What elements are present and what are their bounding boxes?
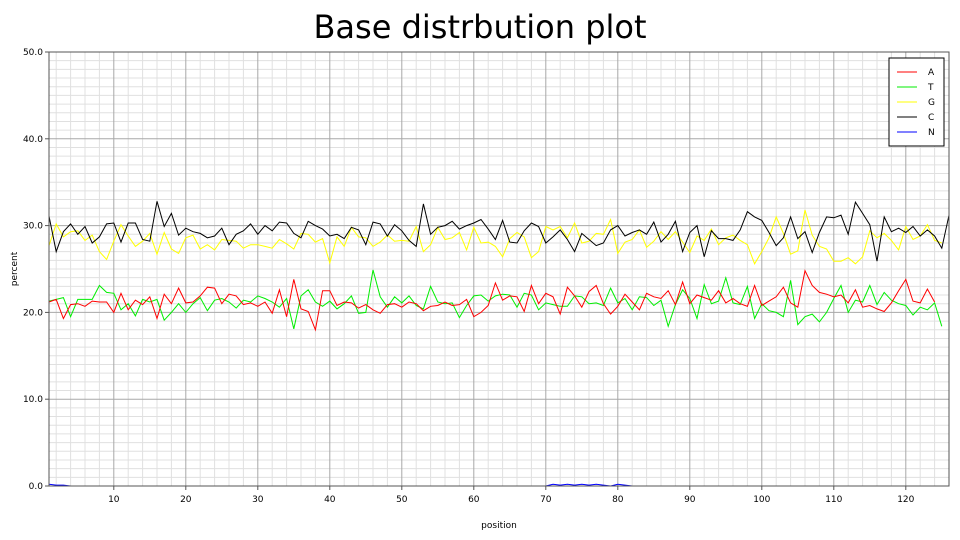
legend-label-G: G xyxy=(928,98,935,108)
series-lines xyxy=(48,200,950,487)
series-line-T xyxy=(48,269,943,330)
x-tick-label: 30 xyxy=(252,495,264,505)
series-line-C xyxy=(48,200,950,262)
legend-label-A: A xyxy=(928,68,935,78)
grid-lines xyxy=(49,51,950,487)
x-tick-label: 50 xyxy=(396,495,408,505)
y-tick-label: 20.0 xyxy=(23,308,43,318)
x-axis-label: position xyxy=(481,521,517,531)
series-line-A xyxy=(48,269,936,332)
legend-label-T: T xyxy=(927,83,934,93)
plot-frame xyxy=(48,51,950,487)
y-tick-label: 10.0 xyxy=(23,395,43,405)
y-tick-label: 0.0 xyxy=(29,482,44,492)
x-tick-label: 80 xyxy=(612,495,624,505)
series-line-G xyxy=(48,209,942,265)
x-tick-label: 100 xyxy=(753,495,770,505)
axis-ticks: 10 20 30 40 50 60 70 80 90 100 110 120 0.0 10.0 20.0 30… xyxy=(23,48,915,505)
x-tick-label: 10 xyxy=(108,495,120,505)
x-tick-label: 60 xyxy=(468,495,480,505)
y-tick-label: 50.0 xyxy=(23,48,43,58)
x-tick-label: 20 xyxy=(180,495,192,505)
chart-title: Base distrbution plot xyxy=(313,8,647,46)
x-tick-label: 110 xyxy=(825,495,842,505)
y-tick-label: 40.0 xyxy=(23,135,43,145)
x-tick-label: 70 xyxy=(540,495,552,505)
legend-label-N: N xyxy=(928,128,935,138)
y-tick-label: 30.0 xyxy=(23,222,43,232)
x-tick-label: 90 xyxy=(684,495,696,505)
y-axis-label: percent xyxy=(10,251,20,286)
x-tick-label: 40 xyxy=(324,495,336,505)
x-tick-label: 120 xyxy=(897,495,914,505)
legend-label-C: C xyxy=(928,113,934,123)
